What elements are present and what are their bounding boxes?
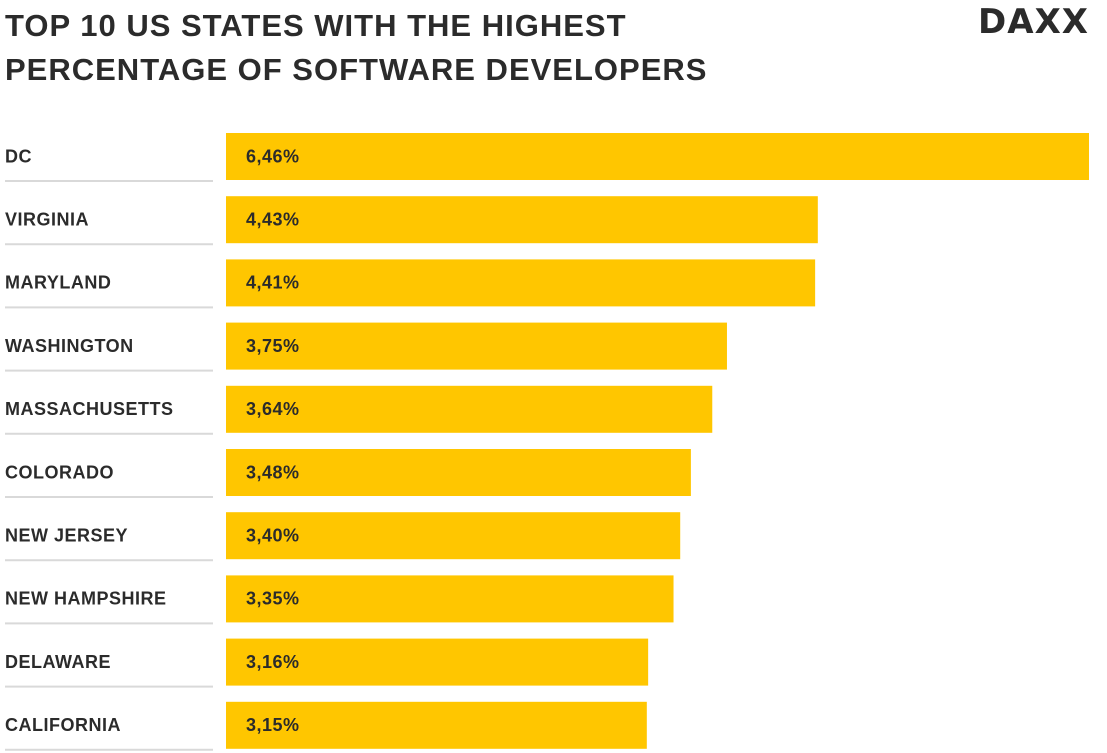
value-label: 3,35% <box>246 589 300 609</box>
bar <box>226 259 816 307</box>
bar <box>226 638 649 686</box>
category-label: DELAWARE <box>5 652 111 672</box>
bar <box>226 512 681 560</box>
bar <box>226 449 691 496</box>
value-label: 3,48% <box>246 462 300 482</box>
value-label: 3,64% <box>246 399 300 419</box>
value-label: 6,46% <box>246 146 300 166</box>
category-label: CALIFORNIA <box>5 715 121 735</box>
category-label: MASSACHUSETTS <box>5 399 174 419</box>
bar <box>226 133 1089 180</box>
category-label: NEW HAMPSHIRE <box>5 589 167 609</box>
bar <box>226 322 727 370</box>
value-label: 3,40% <box>246 525 300 545</box>
value-label: 4,41% <box>246 273 300 293</box>
category-label: COLORADO <box>5 462 114 482</box>
bar <box>226 196 818 244</box>
category-label: NEW JERSEY <box>5 525 128 545</box>
category-label: WASHINGTON <box>5 336 134 356</box>
chart-title: TOP 10 US STATES WITH THE HIGHEST PERCEN… <box>5 8 708 87</box>
category-label: DC <box>5 146 32 166</box>
value-label: 3,15% <box>246 715 300 735</box>
bar <box>226 701 647 749</box>
value-label: 3,75% <box>246 336 300 356</box>
bar <box>226 575 674 623</box>
logo: DAXX <box>978 2 1089 42</box>
value-label: 4,43% <box>246 209 300 229</box>
category-label: VIRGINIA <box>5 209 89 229</box>
bar <box>226 385 713 433</box>
value-label: 3,16% <box>246 652 300 672</box>
category-label: MARYLAND <box>5 273 111 293</box>
